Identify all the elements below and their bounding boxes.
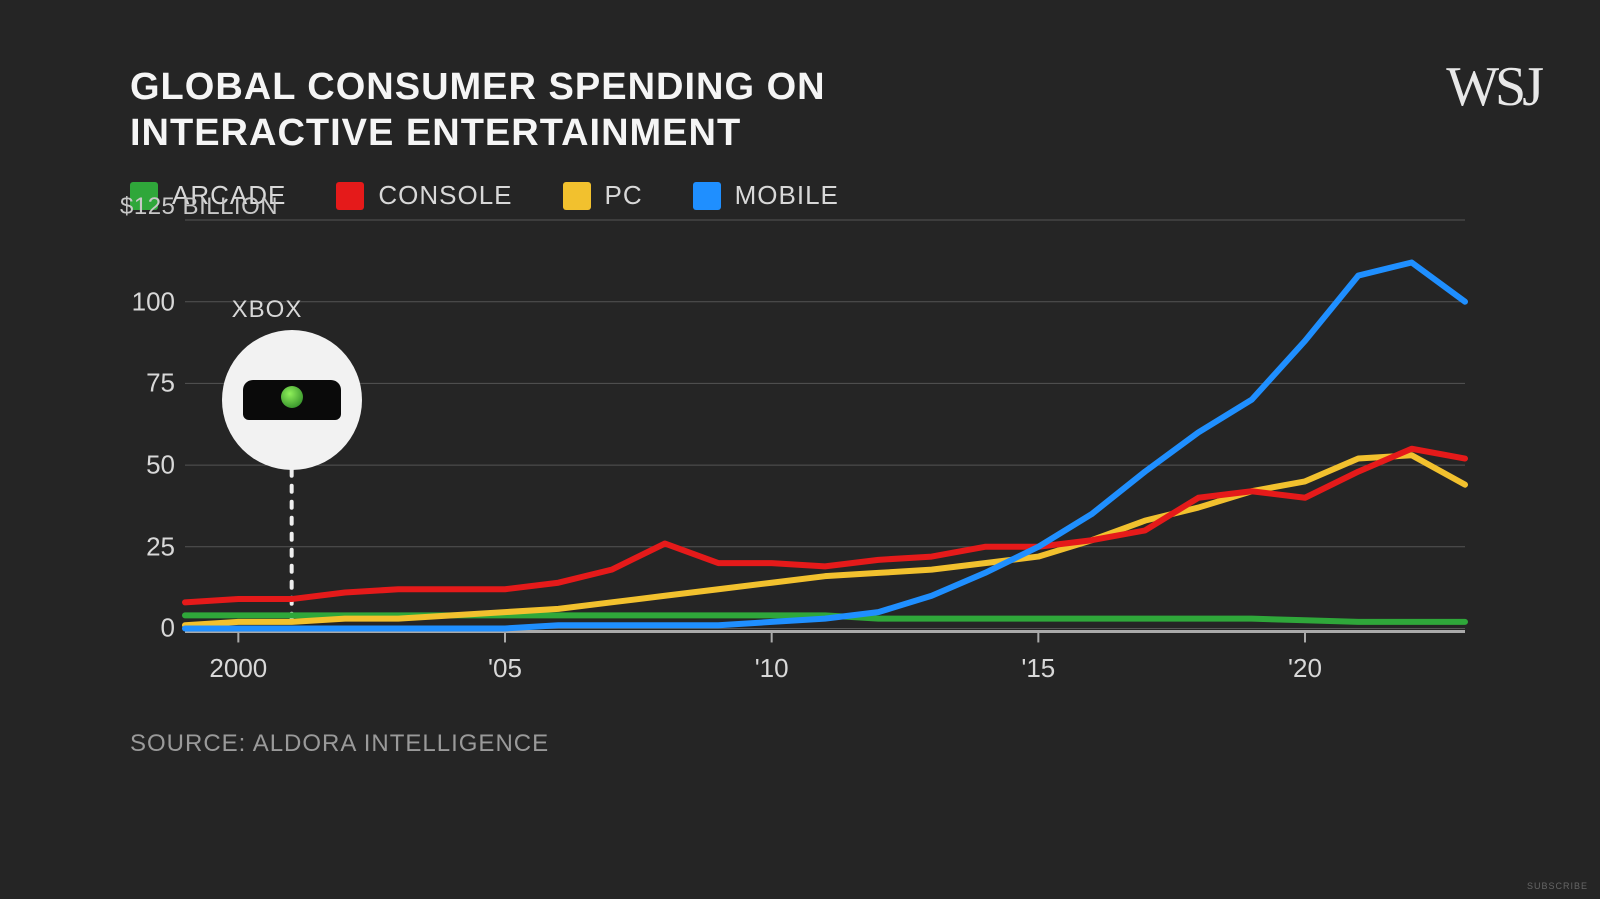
subscribe-watermark: SUBSCRIBE [1527, 881, 1588, 891]
y-tick-label: 100 [132, 286, 175, 317]
y-tick-label: 0 [161, 613, 175, 644]
wsj-logo: WSJ [1446, 55, 1540, 119]
x-tick-label: '15 [1021, 653, 1055, 684]
source-attribution: SOURCE: ALDORA INTELLIGENCE [130, 730, 549, 758]
chart: $125 BILLION 02550751002000'05'10'15'20X… [120, 195, 1465, 675]
y-tick-label: 25 [146, 531, 175, 562]
x-tick-label: '20 [1288, 653, 1322, 684]
x-tick-label: 2000 [209, 653, 267, 684]
x-tick-label: '10 [755, 653, 789, 684]
y-tick-label: 75 [146, 368, 175, 399]
y-tick-label: 50 [146, 450, 175, 481]
callout-xbox-image [222, 330, 362, 470]
xbox-console-icon [243, 380, 341, 420]
callout-label: XBOX [232, 296, 303, 324]
chart-title: GLOBAL CONSUMER SPENDING ON INTERACTIVE … [130, 65, 1070, 156]
x-tick-label: '05 [488, 653, 522, 684]
